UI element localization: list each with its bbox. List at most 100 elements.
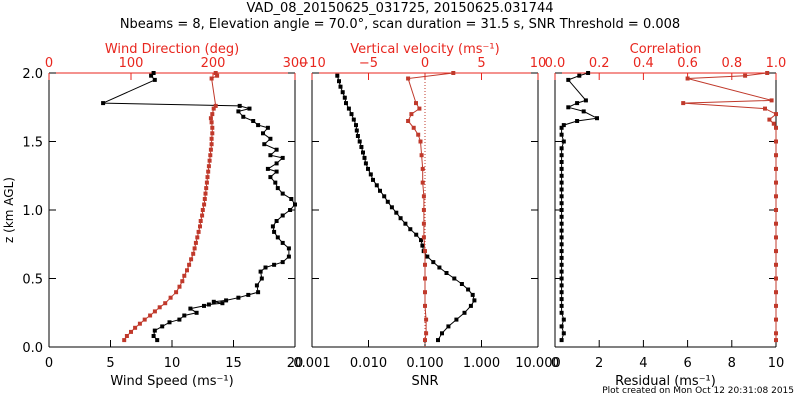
data-point — [182, 273, 187, 278]
data-point — [272, 229, 277, 234]
data-point — [559, 255, 564, 260]
panel-2: 0.001 0.010 0.100 1.000 10.000 SNR −10 −5 0 5 10 Ve… — [293, 42, 560, 389]
data-point — [385, 199, 390, 204]
data-point — [152, 328, 157, 333]
series-line — [561, 72, 599, 341]
data-point — [421, 194, 426, 199]
data-point — [196, 229, 201, 234]
top-tick-label: 0.8 — [721, 56, 742, 71]
data-point — [357, 139, 362, 144]
data-point — [423, 303, 427, 308]
data-point — [205, 175, 210, 180]
data-point — [398, 216, 403, 221]
data-point — [767, 117, 772, 122]
data-point — [342, 95, 347, 100]
data-point — [215, 73, 220, 78]
data-point — [236, 295, 241, 300]
data-point — [774, 235, 778, 240]
bottom-tick-label: 0.100 — [406, 356, 443, 371]
data-point — [559, 201, 564, 206]
data-point — [192, 246, 197, 251]
data-point — [417, 106, 422, 111]
data-point — [346, 106, 351, 111]
data-point — [349, 112, 354, 117]
data-point — [213, 71, 218, 75]
data-point — [198, 219, 203, 223]
bottom-tick-label: 0 — [551, 356, 559, 371]
data-point — [559, 173, 564, 178]
data-point — [368, 172, 373, 177]
data-point — [559, 146, 564, 151]
data-point — [406, 76, 411, 81]
data-point — [210, 125, 215, 130]
data-point — [559, 297, 564, 302]
data-point — [177, 317, 182, 322]
data-point — [559, 187, 564, 192]
data-point — [561, 123, 566, 128]
y-tick-label: 1.0 — [22, 204, 43, 219]
top-tick-label: 100 — [119, 56, 144, 71]
data-point — [583, 98, 588, 103]
data-point — [423, 338, 427, 343]
top-axis-label: Vertical velocity (ms⁻¹) — [350, 42, 499, 57]
top-tick-label: −5 — [359, 56, 378, 71]
data-point — [459, 282, 464, 286]
data-point — [273, 180, 278, 185]
data-point — [206, 164, 211, 169]
data-point — [210, 112, 215, 117]
data-point — [152, 77, 157, 82]
data-point — [280, 240, 285, 245]
data-point — [268, 153, 273, 158]
figure-title: VAD_08_20150625_031725, 20150625.031744 — [246, 1, 554, 16]
data-point — [206, 302, 211, 307]
top-tick-label: 0.0 — [545, 56, 566, 71]
bottom-axis-label: Residual (ms⁻¹) — [615, 374, 716, 389]
data-point — [256, 290, 261, 295]
data-point — [437, 265, 442, 270]
data-point — [351, 117, 356, 122]
data-point — [581, 109, 586, 114]
data-point — [423, 276, 427, 281]
data-point — [559, 290, 564, 295]
top-tick-label: 0.4 — [633, 56, 654, 71]
data-point — [774, 221, 778, 226]
series-red — [406, 71, 456, 343]
data-point — [452, 276, 457, 281]
data-point — [394, 210, 399, 215]
data-point — [265, 125, 270, 130]
data-point — [561, 331, 566, 336]
data-point — [374, 183, 379, 188]
data-point — [408, 227, 413, 232]
data-point — [366, 166, 370, 171]
data-point — [338, 84, 343, 89]
data-point — [681, 101, 686, 106]
data-point — [335, 73, 340, 78]
data-point — [101, 101, 106, 106]
top-axis-label: Wind Direction (deg) — [105, 42, 239, 57]
data-point — [361, 150, 365, 155]
data-point — [288, 208, 293, 212]
data-point — [208, 153, 213, 158]
data-point — [202, 202, 207, 207]
data-point — [262, 142, 267, 147]
data-point — [344, 101, 348, 106]
data-point — [420, 243, 425, 248]
data-point — [211, 299, 216, 304]
data-point — [220, 301, 225, 306]
data-point — [421, 221, 426, 226]
data-point — [446, 324, 451, 329]
plot-created-footer: Plot created on Mon Oct 12 20:31:08 2015 — [602, 386, 794, 396]
bottom-tick-label: 5 — [106, 356, 114, 371]
data-point — [414, 101, 418, 106]
data-point — [275, 235, 280, 240]
data-point — [774, 262, 778, 267]
bottom-tick-label: 10 — [768, 356, 785, 371]
data-point — [774, 331, 778, 336]
data-point — [774, 166, 778, 171]
data-point — [774, 290, 778, 295]
series-line — [683, 72, 777, 341]
data-point — [566, 77, 571, 82]
data-point — [354, 123, 358, 128]
data-point — [559, 276, 564, 281]
bottom-tick-label: 4 — [639, 356, 647, 371]
